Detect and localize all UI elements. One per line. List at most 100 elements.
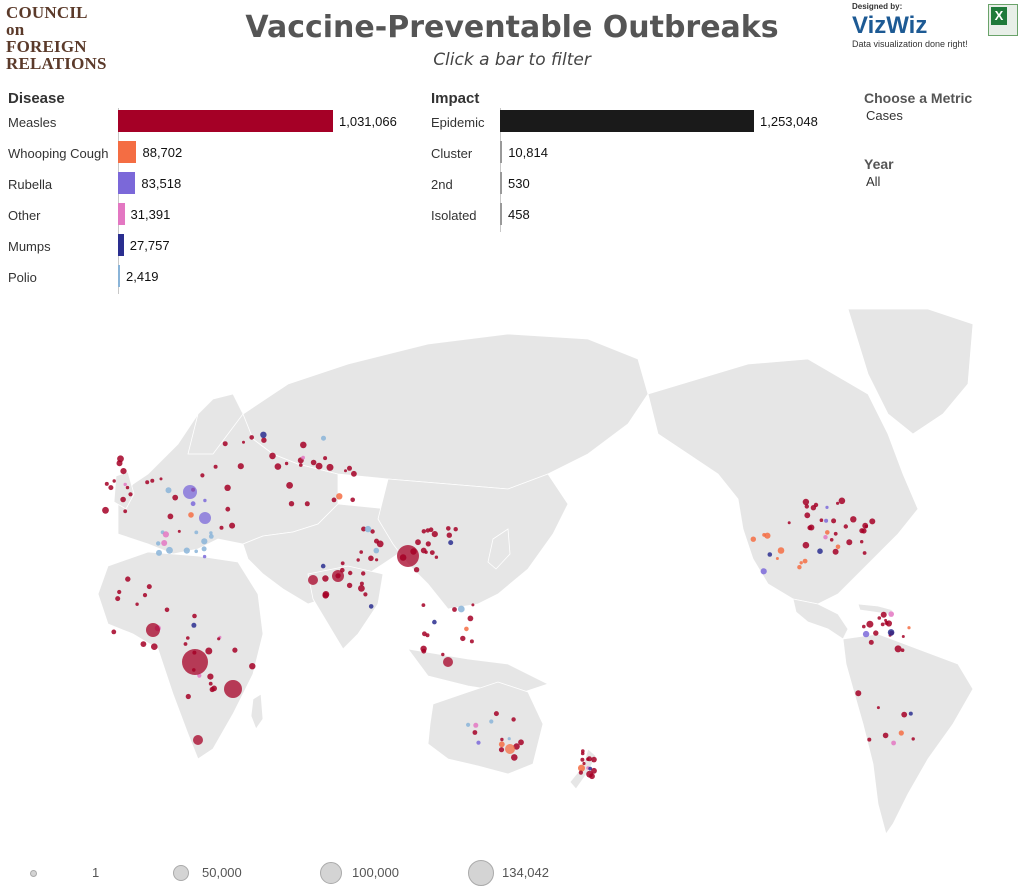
disease-bar[interactable]: [118, 265, 120, 287]
outbreak-marker[interactable]: [432, 619, 437, 625]
outbreak-marker[interactable]: [588, 766, 593, 771]
outbreak-marker[interactable]: [165, 487, 172, 494]
outbreak-marker[interactable]: [104, 481, 109, 486]
outbreak-marker[interactable]: [193, 735, 203, 745]
outbreak-marker[interactable]: [797, 565, 802, 570]
outbreak-marker[interactable]: [368, 555, 374, 562]
outbreak-marker[interactable]: [232, 647, 238, 653]
outbreak-marker[interactable]: [887, 629, 895, 636]
outbreak-marker[interactable]: [208, 681, 213, 686]
outbreak-marker[interactable]: [350, 497, 356, 503]
outbreak-marker[interactable]: [446, 532, 452, 538]
outbreak-marker[interactable]: [249, 663, 256, 670]
outbreak-marker[interactable]: [877, 616, 882, 620]
outbreak-marker[interactable]: [831, 518, 837, 524]
outbreak-marker[interactable]: [824, 518, 829, 523]
outbreak-marker[interactable]: [582, 761, 586, 766]
outbreak-marker[interactable]: [135, 602, 139, 606]
outbreak-marker[interactable]: [156, 549, 162, 556]
outbreak-marker[interactable]: [161, 540, 168, 546]
outbreak-marker[interactable]: [188, 512, 194, 518]
outbreak-marker[interactable]: [326, 463, 334, 471]
outbreak-marker[interactable]: [775, 557, 779, 560]
outbreak-marker[interactable]: [213, 464, 218, 469]
outbreak-marker[interactable]: [880, 611, 887, 618]
disease-bar[interactable]: [118, 203, 125, 225]
outbreak-marker[interactable]: [864, 524, 868, 529]
outbreak-marker[interactable]: [868, 639, 874, 645]
outbreak-marker[interactable]: [194, 549, 198, 554]
outbreak-marker[interactable]: [284, 461, 289, 466]
outbreak-marker[interactable]: [469, 639, 474, 644]
outbreak-marker[interactable]: [269, 452, 276, 460]
outbreak-marker[interactable]: [441, 652, 445, 657]
impact-bar[interactable]: [500, 110, 754, 132]
outbreak-marker[interactable]: [199, 512, 211, 524]
outbreak-marker[interactable]: [452, 607, 457, 612]
outbreak-marker[interactable]: [413, 567, 420, 573]
outbreak-marker[interactable]: [891, 740, 896, 746]
outbreak-marker[interactable]: [237, 463, 244, 470]
outbreak-marker[interactable]: [186, 636, 190, 640]
outbreak-marker[interactable]: [861, 528, 867, 534]
outbreak-marker[interactable]: [364, 525, 372, 533]
year-select[interactable]: All: [866, 174, 881, 189]
outbreak-marker[interactable]: [373, 547, 380, 554]
outbreak-marker[interactable]: [578, 764, 585, 772]
outbreak-marker[interactable]: [322, 575, 329, 582]
outbreak-marker[interactable]: [361, 526, 367, 532]
outbreak-marker[interactable]: [862, 630, 870, 638]
outbreak-marker[interactable]: [159, 477, 163, 481]
outbreak-marker[interactable]: [760, 568, 767, 575]
outbreak-marker[interactable]: [397, 545, 419, 567]
disease-bar[interactable]: [118, 110, 333, 132]
outbreak-marker[interactable]: [376, 540, 384, 548]
outbreak-marker[interactable]: [464, 626, 469, 632]
outbreak-marker[interactable]: [205, 647, 213, 655]
outbreak-marker[interactable]: [182, 649, 208, 675]
outbreak-marker[interactable]: [825, 530, 830, 535]
outbreak-marker[interactable]: [885, 620, 893, 627]
outbreak-marker[interactable]: [320, 563, 326, 569]
outbreak-marker[interactable]: [145, 480, 150, 485]
outbreak-marker[interactable]: [356, 558, 360, 562]
outbreak-marker[interactable]: [429, 550, 435, 555]
outbreak-marker[interactable]: [898, 730, 904, 736]
impact-bar[interactable]: [500, 172, 502, 194]
outbreak-marker[interactable]: [489, 719, 494, 724]
excel-icon[interactable]: X: [988, 4, 1018, 36]
outbreak-marker[interactable]: [261, 437, 267, 443]
outbreak-marker[interactable]: [813, 502, 819, 508]
outbreak-marker[interactable]: [217, 637, 221, 641]
outbreak-marker[interactable]: [425, 633, 430, 638]
outbreak-marker[interactable]: [358, 585, 365, 592]
outbreak-marker[interactable]: [466, 722, 471, 727]
disease-bar[interactable]: [118, 141, 137, 163]
metric-select[interactable]: Cases: [866, 108, 903, 123]
outbreak-marker[interactable]: [838, 497, 846, 505]
outbreak-marker[interactable]: [434, 555, 439, 559]
outbreak-marker[interactable]: [804, 512, 811, 519]
outbreak-marker[interactable]: [855, 690, 862, 697]
outbreak-marker[interactable]: [511, 754, 518, 761]
outbreak-marker[interactable]: [322, 591, 330, 598]
outbreak-marker[interactable]: [894, 645, 902, 653]
outbreak-marker[interactable]: [493, 711, 499, 717]
outbreak-marker[interactable]: [348, 570, 353, 576]
outbreak-marker[interactable]: [191, 622, 197, 628]
outbreak-marker[interactable]: [762, 533, 766, 537]
outbreak-marker[interactable]: [473, 722, 479, 728]
outbreak-marker[interactable]: [511, 717, 516, 722]
outbreak-marker[interactable]: [151, 643, 158, 650]
outbreak-marker[interactable]: [862, 624, 866, 629]
outbreak-marker[interactable]: [421, 603, 426, 607]
outbreak-marker[interactable]: [421, 529, 426, 534]
outbreak-marker[interactable]: [120, 468, 127, 475]
outbreak-marker[interactable]: [208, 534, 214, 539]
outbreak-marker[interactable]: [443, 657, 453, 667]
outbreak-marker[interactable]: [375, 558, 379, 562]
outbreak-marker[interactable]: [578, 770, 584, 775]
outbreak-marker[interactable]: [202, 554, 207, 559]
outbreak-marker[interactable]: [446, 526, 451, 531]
outbreak-marker[interactable]: [817, 548, 823, 554]
